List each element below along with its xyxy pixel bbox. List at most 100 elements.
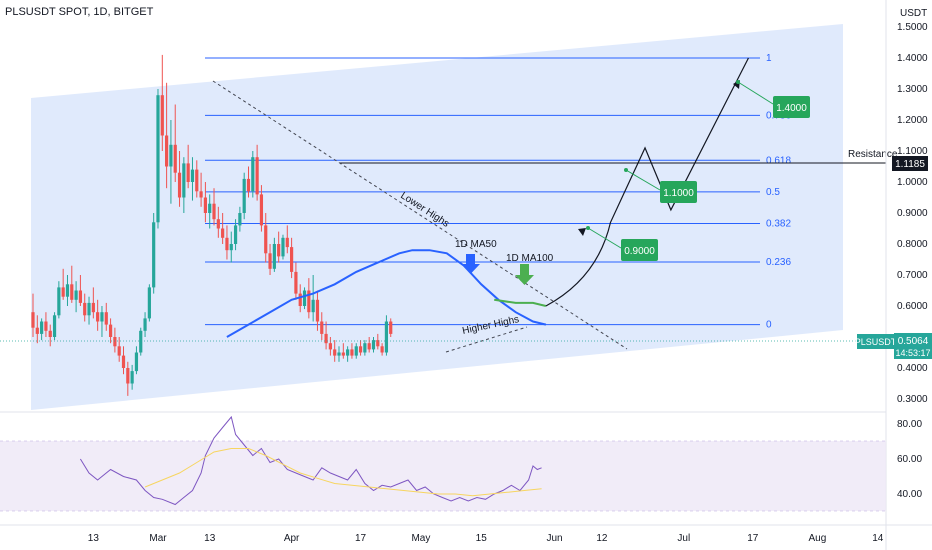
candle-body <box>272 244 276 269</box>
price-tick-label: 0.6000 <box>897 301 928 312</box>
candle-body <box>367 343 371 350</box>
time-tick-label: 17 <box>747 533 759 544</box>
price-tick-label: 0.9000 <box>897 208 928 219</box>
ma50-line <box>226 249 547 338</box>
candle-body <box>169 144 173 167</box>
candle-body <box>40 321 44 334</box>
price-tick-label: 1.4000 <box>897 53 928 64</box>
time-tick-label: 14 <box>872 533 884 544</box>
candle-body <box>311 299 315 313</box>
candle-body <box>134 352 139 372</box>
candle-body <box>117 346 121 356</box>
candle-body <box>91 302 95 313</box>
time-tick-label: 12 <box>596 533 608 544</box>
candle-body <box>307 290 311 313</box>
candle-body <box>238 213 242 226</box>
rsi-line <box>79 415 542 506</box>
candle-body <box>147 287 151 319</box>
candle-body <box>354 346 358 356</box>
time-tick-label: 15 <box>476 533 488 544</box>
price-tick-label: 1.0000 <box>897 177 928 188</box>
candle-body <box>74 290 78 300</box>
time-tick-label: 13 <box>204 533 216 544</box>
candle-body <box>324 333 328 344</box>
candle-body <box>233 225 238 244</box>
candle-body <box>108 324 113 337</box>
symbol-title[interactable]: PLSUSDT SPOT, 1D, BITGET <box>5 6 154 18</box>
candle-body <box>320 321 324 334</box>
candle-body <box>333 349 337 356</box>
ascending-channel <box>31 24 843 410</box>
candle-body <box>87 302 91 316</box>
svg-text:0.5064: 0.5064 <box>898 336 929 347</box>
target-3-label: 1.4000 <box>776 103 807 114</box>
candle-body <box>264 225 268 254</box>
rsi-tick-label: 80.00 <box>897 419 922 430</box>
ma50-label: 1D MA50 <box>455 239 497 250</box>
candle-body <box>346 349 350 356</box>
resistance-label: Resistance <box>848 149 898 160</box>
candle-body <box>285 237 289 248</box>
candle-body <box>259 194 264 226</box>
candle-body <box>130 371 134 384</box>
time-tick-label: Jun <box>546 533 562 544</box>
time-tick-label: 17 <box>355 533 367 544</box>
fib-level-label: 0.236 <box>766 257 791 268</box>
candle-body <box>190 169 195 182</box>
candle-body <box>212 203 216 220</box>
svg-text:PLSUSDT: PLSUSDT <box>855 337 897 347</box>
ma100-arrow-icon <box>515 264 534 285</box>
price-tick-label: 1.5000 <box>897 22 928 33</box>
fib-level-label: 0 <box>766 320 772 331</box>
candle-body <box>277 244 281 257</box>
rsi-tick-label: 60.00 <box>897 454 922 465</box>
candle-body <box>35 327 39 334</box>
candle-body <box>139 330 143 353</box>
candle-body <box>294 271 298 294</box>
time-axis[interactable]: 13 Mar 13 Apr 17 May 15 Jun 12 Jul 17 Aug 14 <box>88 533 884 544</box>
candle-body <box>350 349 354 356</box>
candle-body <box>199 191 203 198</box>
candle-body <box>61 287 65 297</box>
price-tick-label: 0.8000 <box>897 239 928 250</box>
candle-body <box>160 95 164 136</box>
candle-body <box>165 135 169 167</box>
last-price-badge: 0.5064 14:53:17 <box>894 333 932 359</box>
time-tick-label: Mar <box>149 533 167 544</box>
candle-body <box>298 293 302 306</box>
price-tick-label: 1.1000 <box>897 146 928 157</box>
candle-body <box>104 312 108 325</box>
candle-body <box>113 337 117 347</box>
fib-level-label: 0.382 <box>766 219 791 230</box>
ma100-label: 1D MA100 <box>506 253 554 264</box>
rsi-tick-label: 40.00 <box>897 489 922 500</box>
price-tick-label: 1.3000 <box>897 84 928 95</box>
symbol-price-badge: PLSUSDT <box>855 334 897 349</box>
candle-body <box>48 330 52 337</box>
ma100-line <box>494 298 547 307</box>
ma50-arrow-icon <box>461 254 480 274</box>
price-tick-label: 1.2000 <box>897 115 928 126</box>
time-tick-label: May <box>411 533 430 544</box>
candle-body <box>341 352 345 356</box>
fib-level-label: 0.618 <box>766 155 791 166</box>
candle-body <box>328 343 332 350</box>
candle-body <box>152 222 156 288</box>
time-tick-label: Apr <box>284 533 300 544</box>
rsi-axis: 80.00 60.00 40.00 <box>897 419 922 500</box>
candle-body <box>52 315 57 337</box>
candle-body <box>376 340 380 347</box>
candle-body <box>337 352 341 356</box>
candle-body <box>363 343 367 353</box>
candle-body <box>389 321 393 334</box>
candle-body <box>290 247 294 272</box>
candle-body <box>255 157 259 195</box>
price-tick-label: 0.7000 <box>897 270 928 281</box>
candle-body <box>315 299 320 322</box>
fib-level-label: 0.5 <box>766 187 780 198</box>
candle-body <box>143 318 147 331</box>
candle-body <box>126 368 130 384</box>
target-3: 1.4000 <box>736 80 810 118</box>
candle-body <box>96 312 100 322</box>
